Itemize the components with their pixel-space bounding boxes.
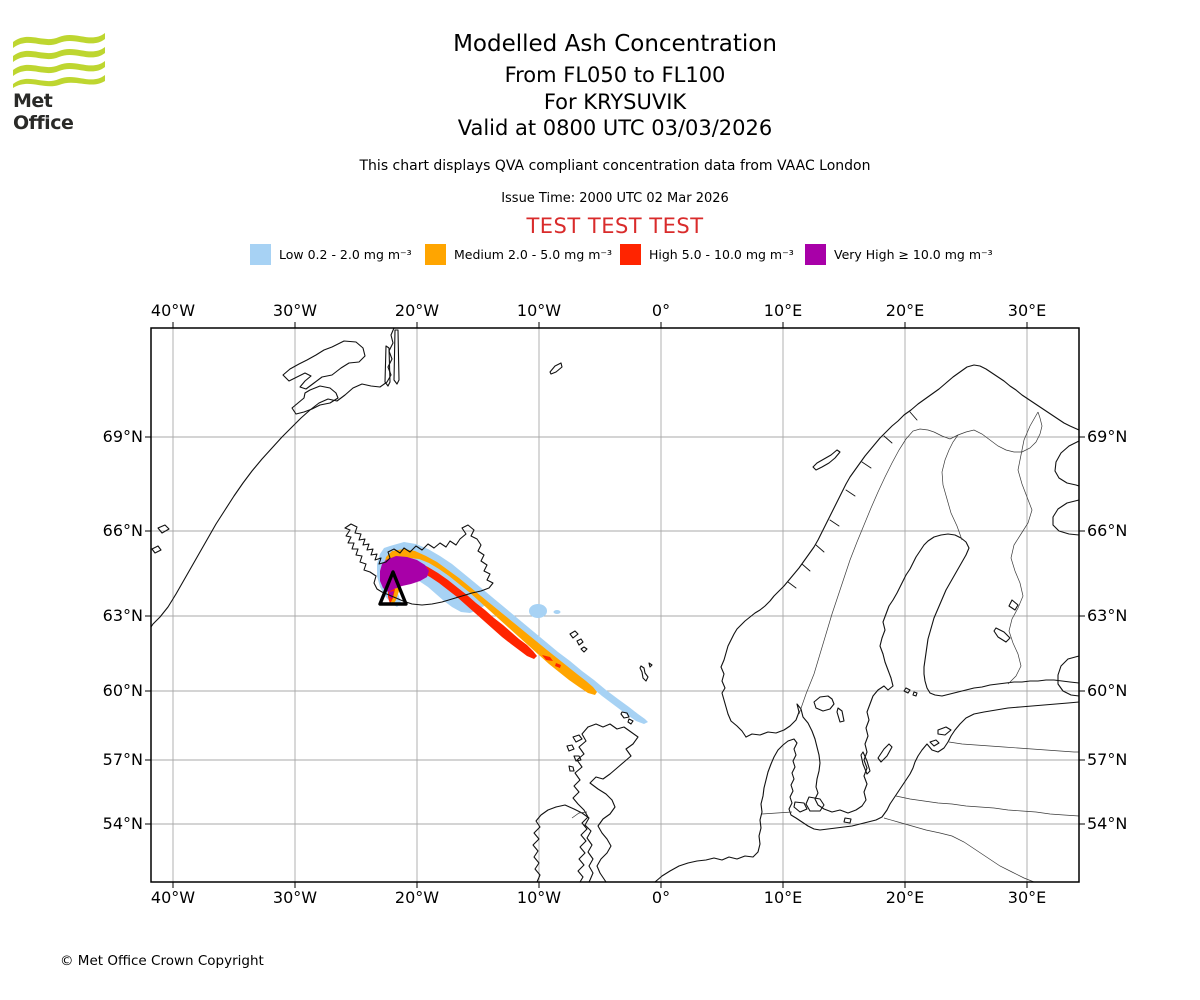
lon-tick-label: 30°E <box>1007 888 1047 907</box>
lon-tick-label: 30°W <box>272 888 318 907</box>
legend-label: Very High ≥ 10.0 mg m⁻³ <box>834 246 993 262</box>
gotland-coast <box>877 743 893 763</box>
finnish-lakes <box>993 627 1011 643</box>
norway-coast <box>720 364 1080 738</box>
great-britain-east-coast <box>587 723 639 883</box>
legend-label: Medium 2.0 - 5.0 mg m⁻³ <box>454 246 613 262</box>
lon-tick-label: 30°E <box>1007 301 1047 320</box>
lon-tick-label: 30°W <box>272 301 318 320</box>
legend-item-very-high: Very High ≥ 10.0 mg m⁻³ <box>805 243 993 265</box>
lon-tick-label: 20°E <box>885 888 925 907</box>
lon-tick-label: 40°W <box>150 301 196 320</box>
ash-very-high-region <box>380 556 429 599</box>
lat-tick-label: 60°N <box>102 681 143 700</box>
legend-item-high: High 5.0 - 10.0 mg m⁻³ <box>620 243 794 265</box>
lon-tick-label: 10°E <box>763 888 803 907</box>
legend-label: Low 0.2 - 2.0 mg m⁻³ <box>279 246 412 262</box>
lat-tick-label: 54°N <box>1087 814 1128 833</box>
greenland-coast <box>150 327 395 628</box>
qva-note: This chart displays QVA compliant concen… <box>359 158 871 174</box>
lat-tick-label: 66°N <box>1087 521 1128 540</box>
lat-tick-label: 57°N <box>1087 750 1128 769</box>
subtitle-valid-time: Valid at 0800 UTC 03/03/2026 <box>457 116 773 140</box>
lat-tick-label: 54°N <box>102 814 143 833</box>
danish-isles-coast <box>793 801 808 813</box>
white-sea-coast <box>1054 440 1080 487</box>
lon-tick-label: 0° <box>651 888 671 907</box>
medium-color-swatch <box>425 243 446 265</box>
very-high-color-swatch <box>805 243 826 265</box>
great-britain-west-coast <box>572 726 589 883</box>
low-color-swatch <box>250 243 271 265</box>
iceland-coast <box>344 523 494 606</box>
logo-text: Met Office <box>13 90 74 134</box>
orkney-coast <box>620 711 630 719</box>
scoresby-sund-coast <box>282 340 366 390</box>
ash-dispersion-map <box>145 322 1085 888</box>
legend-label: High 5.0 - 10.0 mg m⁻³ <box>649 246 794 262</box>
lake-vanern <box>813 695 835 712</box>
lon-tick-label: 10°E <box>763 301 803 320</box>
shetland-coast <box>639 665 649 682</box>
lat-tick-label: 60°N <box>1087 681 1128 700</box>
logo-waves-icon <box>13 33 105 88</box>
issue-time: Issue Time: 2000 UTC 02 Mar 2026 <box>501 191 729 206</box>
lon-tick-label: 20°E <box>885 301 925 320</box>
continental-coast <box>654 701 1080 883</box>
norway-fjords <box>787 411 918 589</box>
test-banner: TEST TEST TEST <box>526 214 704 238</box>
lat-tick-label: 69°N <box>1087 427 1128 446</box>
lon-tick-label: 20°W <box>394 301 440 320</box>
lon-tick-label: 10°W <box>516 301 562 320</box>
lon-tick-label: 10°W <box>516 888 562 907</box>
lat-tick-label: 69°N <box>102 427 143 446</box>
lon-tick-label: 0° <box>651 301 671 320</box>
map-frame <box>145 322 1085 888</box>
country-borders <box>571 411 1080 883</box>
lat-tick-label: 63°N <box>1087 606 1128 625</box>
high-color-swatch <box>620 243 641 265</box>
lon-tick-label: 20°W <box>394 888 440 907</box>
jan-mayen-coast <box>549 362 563 375</box>
lat-tick-label: 66°N <box>102 521 143 540</box>
met-office-logo: Met Office <box>13 26 113 134</box>
page-title: Modelled Ash Concentration <box>453 31 777 57</box>
legend-item-low: Low 0.2 - 2.0 mg m⁻³ <box>250 243 412 265</box>
lat-tick-label: 57°N <box>102 750 143 769</box>
faroe-islands-coast <box>569 630 579 639</box>
lake-ladoga <box>1057 655 1080 697</box>
lat-tick-label: 63°N <box>102 606 143 625</box>
sweden-finland-coast <box>745 533 1080 814</box>
lon-tick-label: 40°W <box>150 888 196 907</box>
coastlines <box>150 327 1080 883</box>
lofoten-coast <box>812 449 841 471</box>
ireland-coast <box>555 804 594 883</box>
subtitle-flight-levels: From FL050 to FL100 <box>504 63 726 87</box>
subtitle-volcano: For KRYSUVIK <box>543 90 687 114</box>
legend-item-medium: Medium 2.0 - 5.0 mg m⁻³ <box>425 243 612 265</box>
ash-medium-region <box>384 549 597 695</box>
volcano-marker-icon <box>378 570 408 606</box>
copyright-text: © Met Office Crown Copyright <box>60 953 264 969</box>
